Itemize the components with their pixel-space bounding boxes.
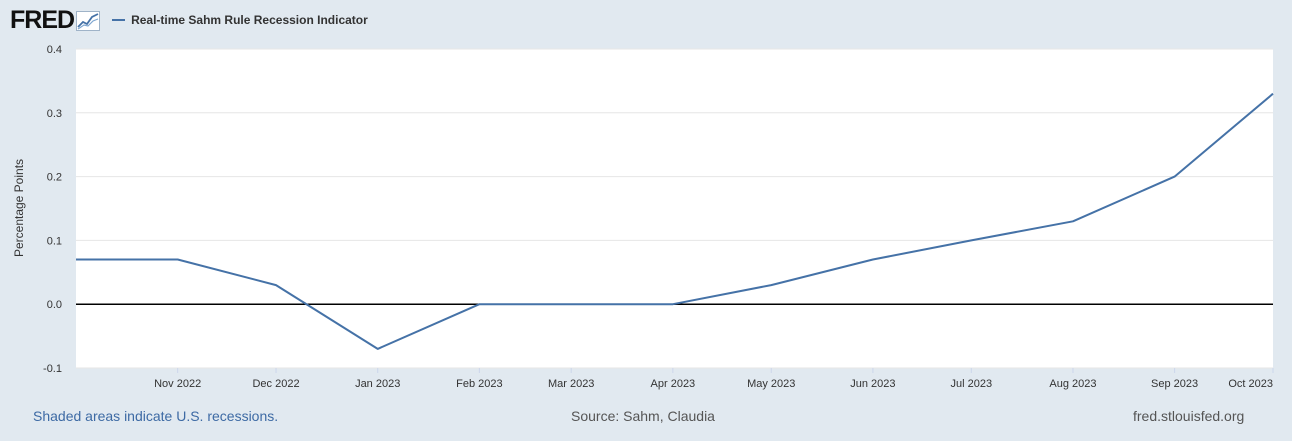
source-link[interactable]: Source: Sahm, Claudia [571,408,715,424]
y-tick-label: 0.2 [47,172,62,184]
y-axis-title: Percentage Points [12,159,26,257]
series-line[interactable] [76,92,1274,350]
legend-swatch [112,19,126,21]
y-tick-label: 0.4 [47,44,62,56]
x-tick-label: May 2023 [747,378,795,390]
x-tick-label: Sep 2023 [1151,378,1198,390]
x-tick-label: Mar 2023 [548,378,594,390]
data-point[interactable] [273,282,279,288]
y-tick-label: 0.0 [47,299,62,311]
x-tick-label: Dec 2022 [252,378,299,390]
site-link[interactable]: fred.stlouisfed.org [1133,408,1245,424]
data-point[interactable] [73,257,79,263]
x-axis-ticks: Nov 2022 Dec 2022 Jan 2023 Feb 2023 Mar 2023… [154,368,1274,390]
x-tick-label: Jul 2023 [950,378,992,390]
legend-series-label[interactable]: Real-time Sahm Rule Recession Indicator [131,13,368,27]
data-point[interactable] [1270,91,1276,97]
x-tick-label: Feb 2023 [456,378,502,390]
y-tick-label: -0.1 [43,363,62,375]
series-layer [73,91,1276,352]
plot-area [76,49,1273,368]
data-point[interactable] [375,346,381,352]
y-tick-label: 0.3 [47,108,62,120]
recessions-note-link[interactable]: Shaded areas indicate U.S. recessions. [33,408,279,424]
data-point[interactable] [175,257,181,263]
data-point[interactable] [968,237,974,243]
data-point[interactable] [568,301,574,307]
data-point[interactable] [476,301,482,307]
fred-logo-graph-icon [76,11,101,31]
x-tick-label: Oct 2023 [1228,378,1273,390]
fred-logo[interactable]: FRED [10,6,75,34]
x-tick-label: Jun 2023 [850,378,895,390]
y-tick-label: 0.1 [47,235,62,247]
data-point[interactable] [870,257,876,263]
data-point[interactable] [1172,174,1178,180]
x-tick-label: Aug 2023 [1049,378,1096,390]
chart-header: FRED Real-time Sahm Rule Recession Indic… [10,6,368,34]
x-tick-label: Nov 2022 [154,378,201,390]
data-point[interactable] [1070,218,1076,224]
x-tick-label: Jan 2023 [355,378,400,390]
x-tick-label: Apr 2023 [651,378,696,390]
y-axis-ticks: -0.1 0.0 0.1 0.2 0.3 0.4 [43,44,62,375]
data-point[interactable] [768,282,774,288]
data-point[interactable] [670,301,676,307]
